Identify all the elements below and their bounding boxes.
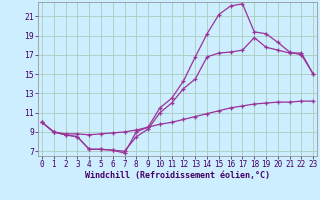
- X-axis label: Windchill (Refroidissement éolien,°C): Windchill (Refroidissement éolien,°C): [85, 171, 270, 180]
